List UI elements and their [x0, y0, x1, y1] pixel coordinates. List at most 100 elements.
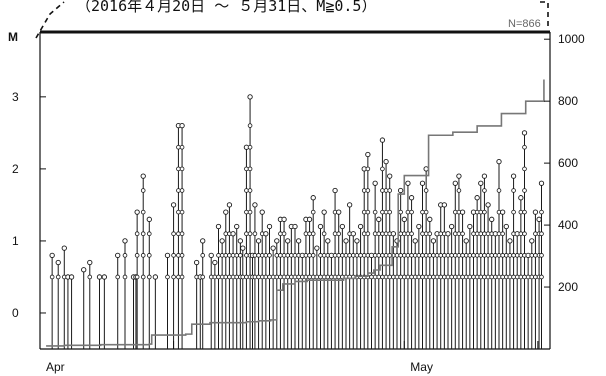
stem-point	[467, 274, 473, 280]
stem-point	[240, 245, 246, 251]
y-tick-label: 2	[12, 162, 19, 176]
stem-point	[514, 274, 520, 280]
stem-point	[179, 188, 185, 193]
stem-point	[208, 252, 214, 258]
stem-point	[263, 231, 269, 237]
stem-point	[223, 253, 229, 258]
stem-point	[474, 253, 480, 258]
stem-point	[240, 274, 246, 280]
stem-point	[416, 253, 422, 258]
stem-point	[219, 274, 225, 280]
stem-point	[321, 274, 327, 280]
stem-point	[383, 274, 389, 280]
stem-point	[482, 253, 487, 258]
stem-point	[398, 231, 403, 237]
stem-point	[223, 209, 229, 215]
stem-point	[387, 173, 393, 179]
stem-point	[289, 253, 294, 258]
stem-point	[419, 180, 426, 186]
stem-point	[423, 274, 429, 280]
stem-point	[325, 274, 331, 280]
stem-point	[507, 274, 513, 280]
stem-point	[482, 209, 487, 215]
stem-point	[303, 231, 309, 237]
stem-point	[405, 209, 411, 215]
stem-point	[463, 253, 469, 258]
stem-point	[471, 253, 476, 258]
stem-point	[61, 245, 67, 251]
stem-point	[409, 231, 414, 237]
stem-point	[122, 253, 128, 258]
stem-point	[219, 238, 225, 244]
stem-point	[449, 253, 454, 258]
stem-point	[285, 253, 291, 258]
stem-point	[247, 209, 253, 215]
stem-point	[499, 209, 506, 215]
stem-point	[281, 231, 287, 237]
stem-point	[383, 231, 389, 237]
stem-point	[401, 253, 407, 258]
stem-point	[416, 274, 422, 280]
stem-point	[467, 253, 473, 258]
stem-point	[423, 188, 429, 193]
stem-point	[179, 123, 185, 129]
stem-point	[244, 253, 249, 258]
stem-point	[376, 231, 382, 237]
stem-point	[307, 274, 312, 280]
stem-point	[405, 231, 411, 237]
stem-point	[387, 188, 393, 193]
stem-point	[463, 238, 469, 244]
stem-point	[398, 253, 403, 258]
stem-point	[146, 274, 152, 280]
stem-point	[350, 253, 356, 258]
stem-point	[176, 144, 181, 150]
stem-point	[372, 180, 378, 186]
stem-point	[259, 274, 265, 280]
stem-point	[503, 274, 509, 280]
stem-point	[115, 274, 121, 280]
stem-point	[289, 274, 294, 280]
y2-tick-label: 400	[558, 218, 578, 232]
stem-point	[518, 195, 524, 201]
stem-point	[318, 253, 323, 258]
stem-point	[401, 274, 407, 280]
stem-point	[343, 253, 349, 258]
stem-point	[438, 253, 444, 258]
stem-point	[398, 274, 403, 280]
stem-point	[522, 209, 527, 215]
stem-point	[179, 209, 185, 215]
stem-point	[332, 274, 338, 280]
stem-point	[361, 209, 367, 215]
stem-point	[200, 253, 206, 258]
stem-point	[314, 274, 320, 280]
stem-point	[539, 231, 544, 237]
stem-point	[532, 209, 539, 215]
stem-point	[423, 209, 429, 215]
stem-point	[122, 238, 128, 244]
stem-point	[296, 274, 301, 280]
stem-point	[212, 259, 218, 266]
stem-point	[380, 166, 385, 172]
title-bracket-right	[540, 1, 549, 26]
stem-point	[493, 274, 498, 280]
stem-point	[376, 216, 382, 222]
stem-point	[87, 259, 93, 266]
stem-point	[87, 274, 93, 280]
stem-point	[208, 274, 214, 280]
stem-point	[539, 253, 544, 258]
stem-point	[412, 238, 418, 244]
stem-point	[522, 166, 527, 172]
stem-point	[452, 253, 458, 258]
stem-point	[219, 253, 225, 258]
stem-point	[332, 231, 338, 237]
stem-point	[474, 231, 480, 237]
stem-point	[365, 209, 371, 215]
stem-point	[529, 238, 535, 244]
left-axis-ticks: 0 1 2 3	[12, 90, 46, 320]
stem-point	[170, 202, 177, 208]
event-count-label: N=866	[508, 18, 541, 30]
stem-point	[456, 274, 462, 280]
stem-point	[247, 94, 253, 100]
y2-tick-label: 200	[558, 280, 578, 294]
stem-point	[438, 274, 444, 280]
